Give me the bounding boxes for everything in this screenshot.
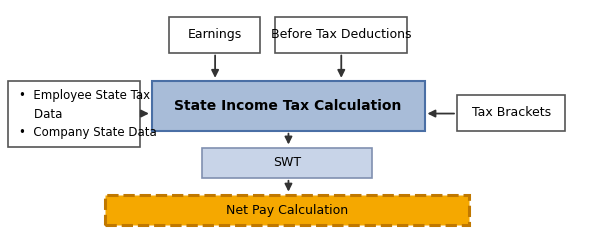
FancyBboxPatch shape [170, 17, 260, 53]
Text: State Income Tax Calculation: State Income Tax Calculation [174, 99, 402, 113]
Text: Net Pay Calculation: Net Pay Calculation [226, 204, 348, 217]
Text: Before Tax Deductions: Before Tax Deductions [271, 28, 411, 41]
FancyBboxPatch shape [202, 148, 372, 178]
FancyBboxPatch shape [275, 17, 407, 53]
Text: Earnings: Earnings [188, 28, 242, 41]
FancyBboxPatch shape [8, 81, 140, 147]
Text: •  Employee State Tax
    Data
•  Company State Data: • Employee State Tax Data • Company Stat… [18, 89, 156, 139]
FancyBboxPatch shape [457, 95, 566, 131]
Text: Tax Brackets: Tax Brackets [472, 106, 551, 120]
FancyBboxPatch shape [152, 81, 424, 131]
Text: SWT: SWT [272, 157, 301, 169]
FancyBboxPatch shape [105, 195, 469, 225]
